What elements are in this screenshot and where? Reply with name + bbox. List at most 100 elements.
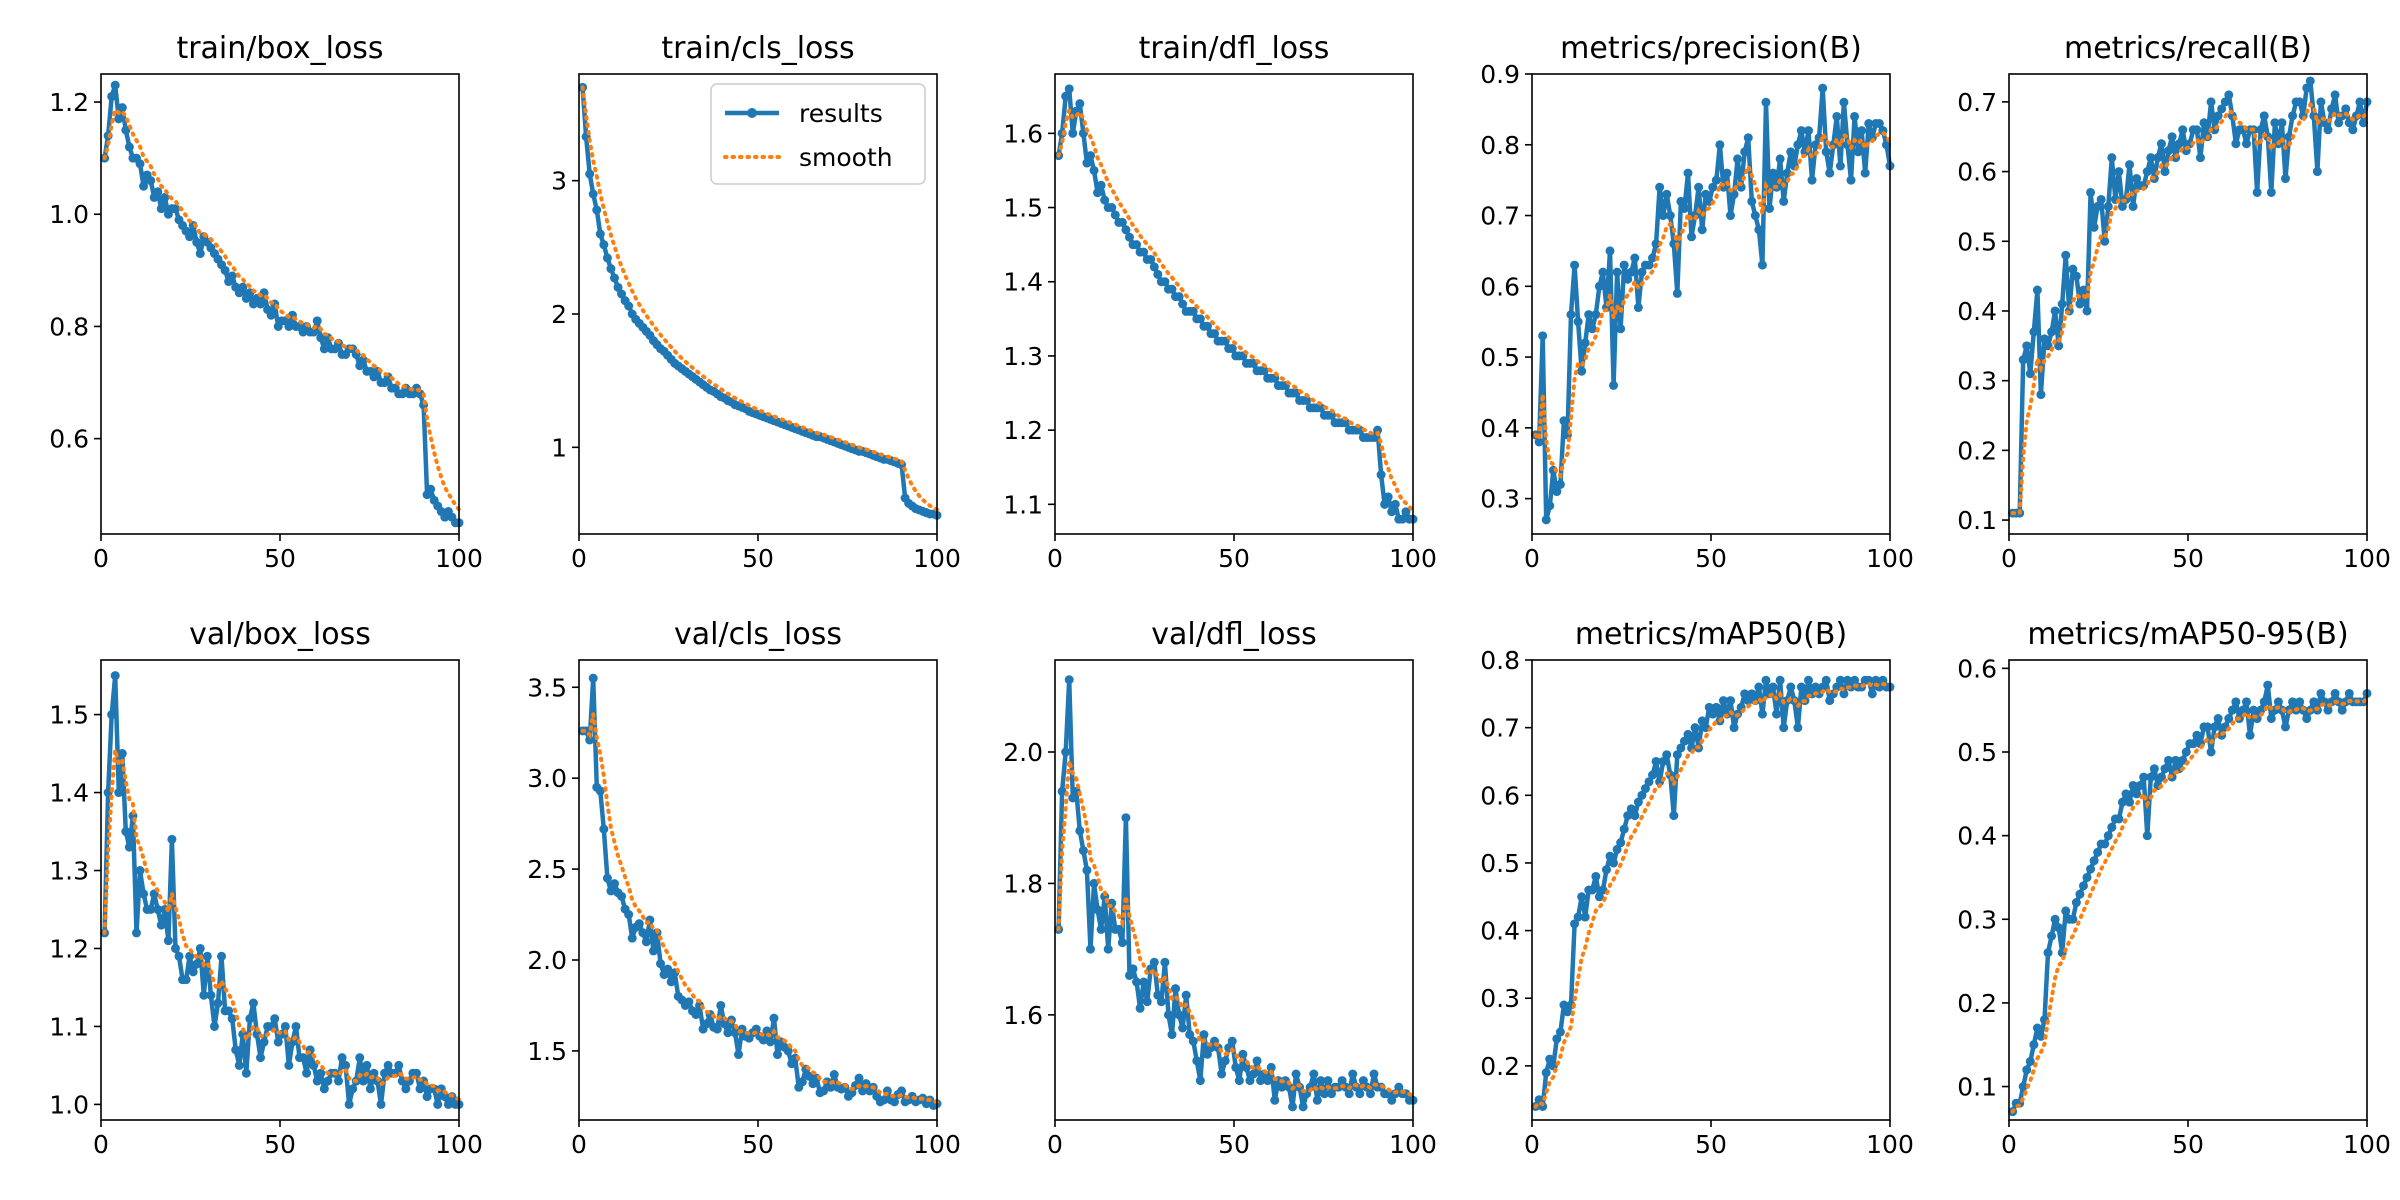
results-point <box>1541 1068 1551 1078</box>
x-tick-label: 0 <box>1047 544 1063 573</box>
results-point <box>1117 938 1127 948</box>
results-point <box>1195 314 1205 324</box>
results-point <box>1068 793 1078 803</box>
results-point <box>1644 260 1654 270</box>
y-tick-label: 0.3 <box>1957 367 1997 396</box>
results-point <box>224 1006 234 1016</box>
results-point <box>1110 210 1120 220</box>
results-point <box>1715 140 1725 150</box>
results-point <box>588 673 598 683</box>
y-tick-label: 0.1 <box>1957 506 1997 535</box>
results-point <box>1570 260 1580 270</box>
results-point <box>2280 722 2290 732</box>
results-point <box>1181 990 1191 1000</box>
results-point <box>1089 165 1099 175</box>
results-point <box>1107 203 1117 213</box>
results-point <box>1764 203 1774 213</box>
results-point <box>1761 675 1771 685</box>
smooth-line <box>580 85 939 512</box>
results-line <box>1056 86 1413 522</box>
results-point <box>2334 118 2344 128</box>
results-point <box>1117 217 1127 227</box>
y-tick-label: 0.8 <box>1480 131 1520 160</box>
results-point <box>1124 232 1134 242</box>
results-point <box>826 1082 836 1092</box>
results-point <box>2086 187 2096 197</box>
results-point <box>2078 881 2088 891</box>
results-point <box>599 824 609 834</box>
results-point <box>1312 1095 1322 1105</box>
results-point <box>2192 730 2202 740</box>
results-point <box>1323 1076 1333 1086</box>
results-point <box>117 103 127 113</box>
chart-panel: val/cls_loss 0 50 100 1.5 2.0 2.5 3.0 3.5 <box>527 617 961 1159</box>
results-point <box>2082 306 2092 316</box>
axes-frame <box>1531 73 1891 535</box>
results-point <box>1662 189 1672 199</box>
results-point <box>1761 97 1771 107</box>
results-point <box>1383 492 1393 502</box>
results-point <box>2043 948 2053 958</box>
results-point <box>2355 97 2365 107</box>
chart-panel: metrics/mAP50-95(B) 0 50 100 0.1 0.2 0.3 0.4 0.5… <box>1957 617 2391 1159</box>
results-point <box>298 1053 308 1063</box>
results-point <box>1679 203 1689 213</box>
results-point <box>829 1070 839 1080</box>
results-point <box>1747 689 1757 699</box>
results-point <box>2068 914 2078 924</box>
y-tick-label: 2.5 <box>527 855 567 884</box>
results-point <box>1326 1089 1336 1099</box>
results-point <box>2061 250 2071 260</box>
results-point <box>1708 182 1718 192</box>
results-point <box>2206 747 2216 757</box>
results-point <box>1619 260 1629 270</box>
y-tick-label: 1.2 <box>1003 416 1043 445</box>
results-point <box>2160 764 2170 774</box>
y-tick-label: 0.4 <box>1480 414 1520 443</box>
results-point <box>2206 97 2216 107</box>
results-point <box>1573 912 1583 922</box>
results-point <box>879 1095 889 1105</box>
results-point <box>2125 797 2135 807</box>
y-tick-label: 0.6 <box>1957 654 1997 683</box>
results-point <box>1566 310 1576 320</box>
results-point <box>595 786 605 796</box>
results-point <box>358 1076 368 1086</box>
y-tick-label: 1.2 <box>49 88 89 117</box>
axes-frame <box>1054 73 1414 535</box>
results-point <box>2259 697 2269 707</box>
results-point <box>1818 83 1828 93</box>
results-point <box>153 187 163 197</box>
results-point <box>666 977 676 987</box>
results-point <box>2178 755 2188 765</box>
results-point <box>1871 675 1881 685</box>
results-point <box>1803 675 1813 685</box>
results-point <box>2121 789 2131 799</box>
results-point <box>2277 118 2287 128</box>
results-point <box>1259 366 1269 376</box>
results-point <box>1665 211 1675 221</box>
results-point <box>648 946 658 956</box>
results-point <box>1619 824 1629 834</box>
chart-title: train/dfl_loss <box>1139 31 1330 66</box>
results-point <box>1153 990 1163 1000</box>
results-point <box>2323 705 2333 715</box>
results-point <box>440 1092 450 1102</box>
results-point <box>188 967 198 977</box>
results-point <box>2337 705 2347 715</box>
results-point <box>170 204 180 214</box>
results-point <box>1722 168 1732 178</box>
results-point <box>170 943 180 953</box>
results-point <box>1772 709 1782 719</box>
results-point <box>1726 696 1736 706</box>
y-tick-label: 0.4 <box>1957 297 1997 326</box>
y-tick-label: 0.4 <box>1480 917 1520 946</box>
x-tick-label: 100 <box>1389 1130 1437 1159</box>
legend-label-smooth: smooth <box>799 143 893 172</box>
results-point <box>2167 132 2177 142</box>
results-point <box>1570 919 1580 929</box>
chart-title: val/box_loss <box>189 617 371 652</box>
results-point <box>2241 697 2251 707</box>
results-point <box>199 990 209 1000</box>
results-point <box>730 1028 740 1038</box>
